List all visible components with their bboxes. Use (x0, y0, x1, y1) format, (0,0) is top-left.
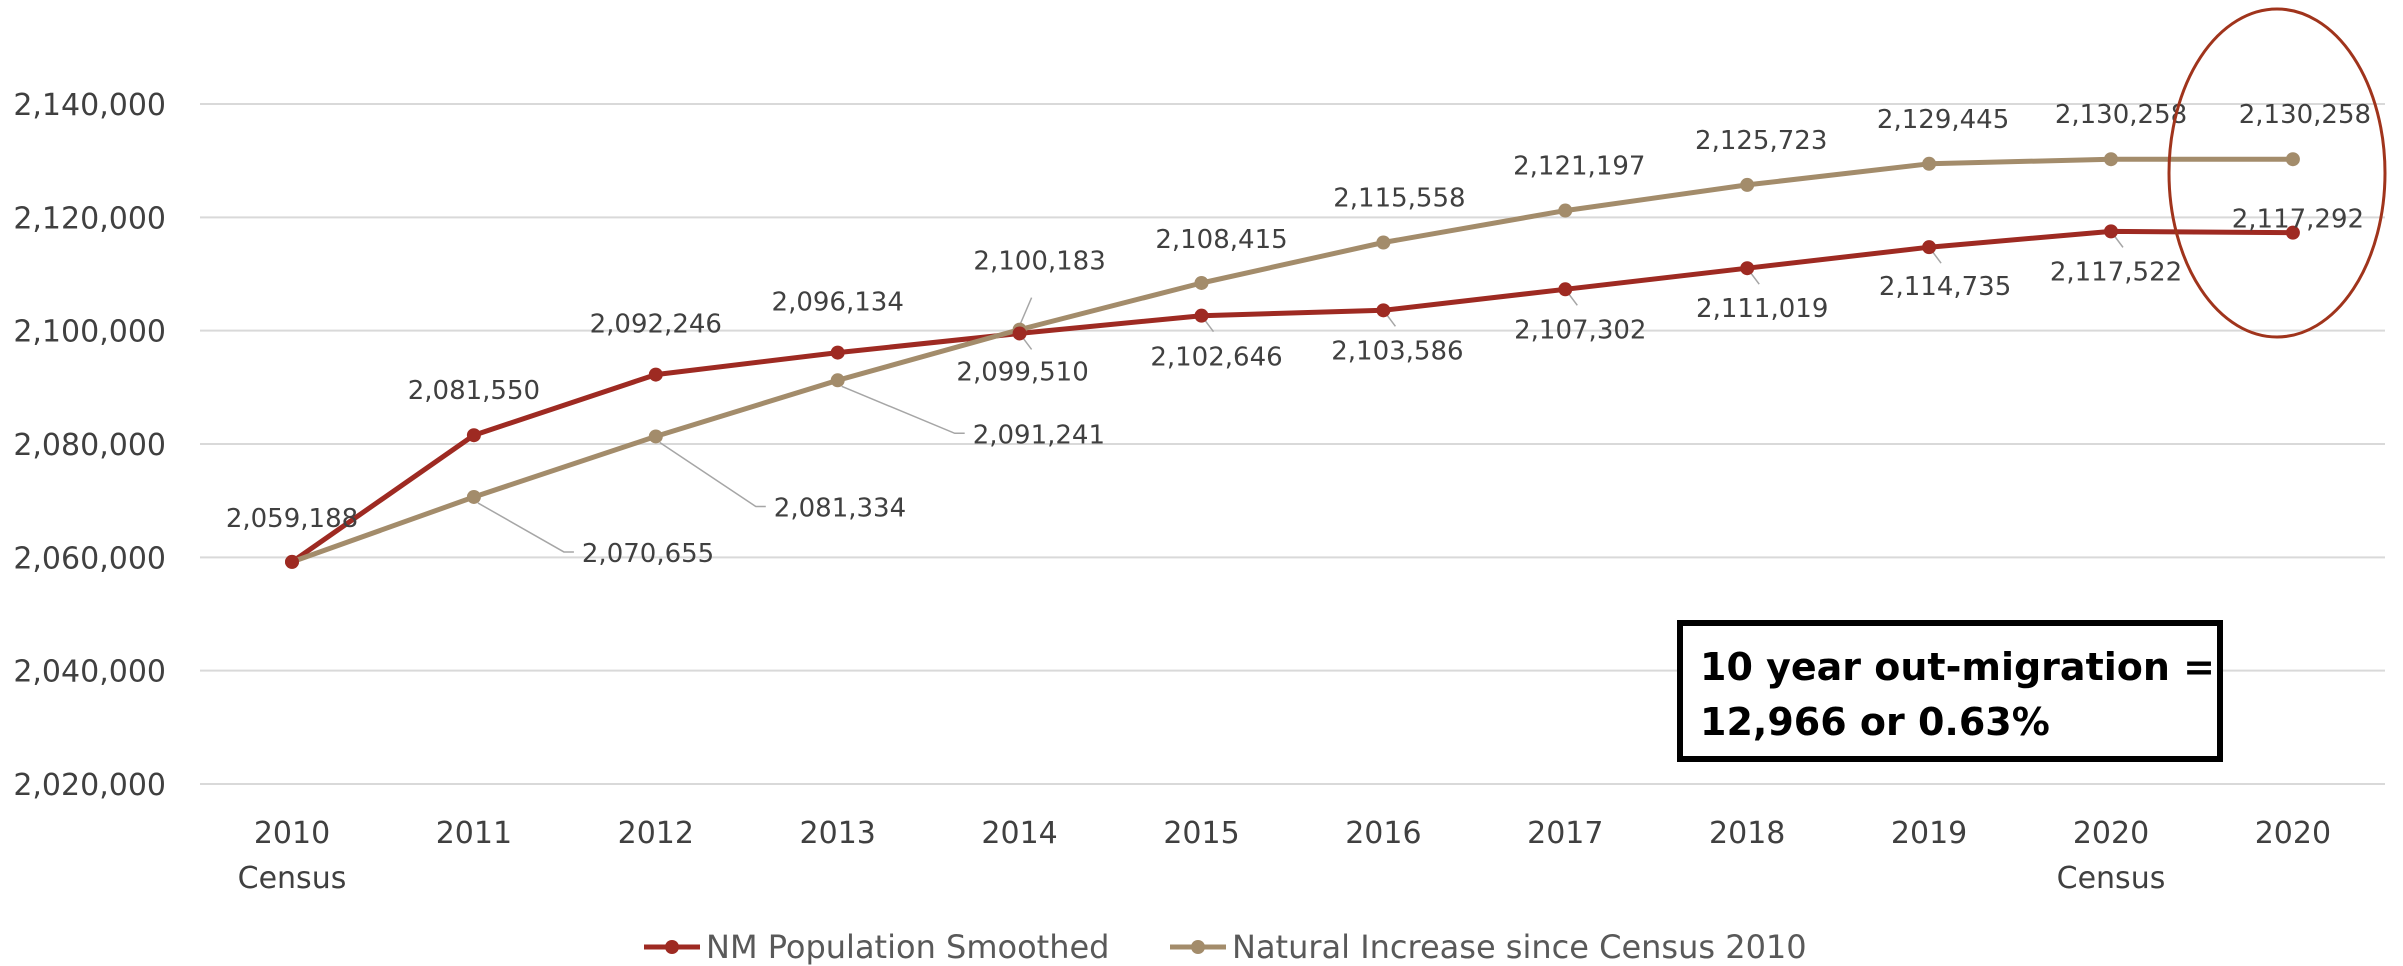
y-tick-label: 2,060,000 (13, 541, 166, 576)
leader-line (1385, 313, 1397, 327)
marker-natural-increase (2285, 152, 2300, 167)
x-tick-label: Census (238, 861, 347, 896)
data-label-nm-population: 2,099,510 (956, 357, 1088, 387)
data-label-nm-population: 2,107,302 (1514, 315, 1646, 345)
x-tick-label: 2010 (254, 816, 330, 851)
data-label-nm-population: 2,103,586 (1331, 336, 1463, 366)
marker-natural-increase (830, 373, 845, 388)
data-label-nm-population: 2,117,522 (2050, 257, 2182, 287)
marker-natural-increase (466, 489, 481, 504)
data-label-natural-increase: 2,129,445 (1877, 105, 2009, 135)
marker-nm-population (648, 367, 663, 382)
leader-line (1021, 336, 1033, 350)
x-tick-label: 2019 (1891, 816, 1967, 851)
y-axis: 2,020,000 2,040,000 2,060,000 2,080,000 2,10… (13, 88, 166, 803)
data-label-natural-increase: 2,108,415 (1155, 225, 1287, 255)
highlight-ellipse (2167, 7, 2387, 339)
data-label-natural-increase: 2,091,241 (973, 420, 1105, 450)
legend-marker-nm-population (665, 940, 679, 954)
data-label-natural-increase: 2,100,183 (973, 247, 1105, 277)
marker-nm-population (2285, 225, 2300, 240)
marker-natural-increase (1194, 275, 1209, 290)
marker-natural-increase (648, 429, 663, 444)
series-line-nm-population (290, 228, 2293, 564)
leader-line (1931, 250, 1942, 264)
legend-label-natural-increase: Natural Increase since Census 2010 (1232, 928, 1807, 966)
data-label-natural-increase: 2,081,334 (774, 493, 906, 523)
series-markers (285, 152, 2300, 569)
x-tick-label: 2016 (1345, 816, 1421, 851)
leader-line (1749, 271, 1760, 285)
data-label-nm-population: 2,117,292 (2232, 205, 2364, 235)
marker-nm-population (466, 428, 481, 443)
x-tick-label: 2015 (1163, 816, 1239, 851)
data-label-natural-increase: 2,125,723 (1695, 126, 1827, 156)
annotation-box: 10 year out-migration = 12,966 or 0.63% (1677, 620, 2223, 762)
y-tick-label: 2,020,000 (13, 768, 166, 803)
x-tick-label: 2012 (618, 816, 694, 851)
y-tick-label: 2,040,000 (13, 655, 166, 690)
annotation-line-1: 10 year out-migration = (1700, 645, 2215, 689)
y-tick-label: 2,100,000 (13, 315, 166, 350)
leader-line (841, 385, 965, 435)
annotation-line-2: 12,966 or 0.63% (1700, 700, 2050, 744)
data-label-nm-population: 2,111,019 (1696, 294, 1828, 324)
data-label-natural-increase: 2,121,197 (1513, 152, 1645, 182)
marker-nm-population (285, 554, 299, 569)
marker-natural-increase (1558, 203, 1573, 218)
legend-label-nm-population: NM Population Smoothed (706, 928, 1109, 966)
legend: NM Population Smoothed Natural Increase s… (644, 928, 1807, 966)
leader-line (1203, 319, 1215, 333)
marker-natural-increase (1922, 156, 1937, 171)
marker-nm-population (2104, 224, 2118, 239)
data-labels: 2,059,188 2,081,550 2,092,246 2,096,134 2,09… (226, 100, 2371, 569)
grid-lines (200, 103, 2385, 785)
data-label-natural-increase: 2,070,655 (582, 539, 714, 569)
x-tick-label: 2020 (2073, 816, 2149, 851)
marker-nm-population (1922, 240, 1937, 255)
leader-line (2113, 234, 2124, 248)
leader-line (1018, 297, 1033, 326)
label-leader-lines (477, 234, 2124, 553)
marker-nm-population (1194, 308, 1209, 323)
x-tick-label: 2014 (981, 816, 1057, 851)
y-tick-label: 2,140,000 (13, 88, 166, 123)
data-label-nm-population: 2,059,188 (226, 504, 358, 534)
leader-line (1567, 292, 1578, 306)
annotation-frame (1677, 620, 2223, 762)
marker-nm-population (830, 345, 845, 360)
marker-nm-population (1558, 282, 1573, 297)
data-label-nm-population: 2,102,646 (1150, 343, 1282, 373)
x-axis: 2010 Census 2011 2012 2013 2014 2015 2016 2017 20… (238, 816, 2331, 896)
y-tick-label: 2,080,000 (13, 428, 166, 463)
data-label-natural-increase: 2,115,558 (1333, 184, 1465, 214)
data-label-nm-population: 2,114,735 (1879, 272, 2011, 302)
x-tick-label: Census (2057, 861, 2166, 896)
data-label-nm-population: 2,081,550 (408, 376, 540, 406)
marker-natural-increase (1376, 235, 1391, 250)
x-tick-label: 2020 (2255, 816, 2331, 851)
marker-natural-increase (1740, 177, 1755, 192)
leader-line (477, 502, 574, 553)
marker-nm-population (1376, 303, 1391, 318)
legend-marker-natural-increase (1191, 940, 1205, 954)
marker-nm-population (1012, 326, 1027, 341)
data-label-nm-population: 2,096,134 (772, 288, 904, 318)
data-label-natural-increase: 2,130,258 (2055, 100, 2187, 130)
leader-line (659, 441, 766, 508)
x-tick-label: 2018 (1709, 816, 1785, 851)
data-label-nm-population: 2,092,246 (590, 310, 722, 340)
marker-natural-increase (2104, 152, 2118, 167)
series-line-natural-increase (291, 156, 2293, 565)
data-label-natural-increase: 2,130,258 (2239, 100, 2371, 130)
y-tick-label: 2,120,000 (13, 201, 166, 236)
marker-nm-population (1740, 261, 1755, 276)
x-tick-label: 2017 (1527, 816, 1603, 851)
series-lines (290, 156, 2293, 565)
x-tick-label: 2011 (436, 816, 512, 851)
x-tick-label: 2013 (800, 816, 876, 851)
